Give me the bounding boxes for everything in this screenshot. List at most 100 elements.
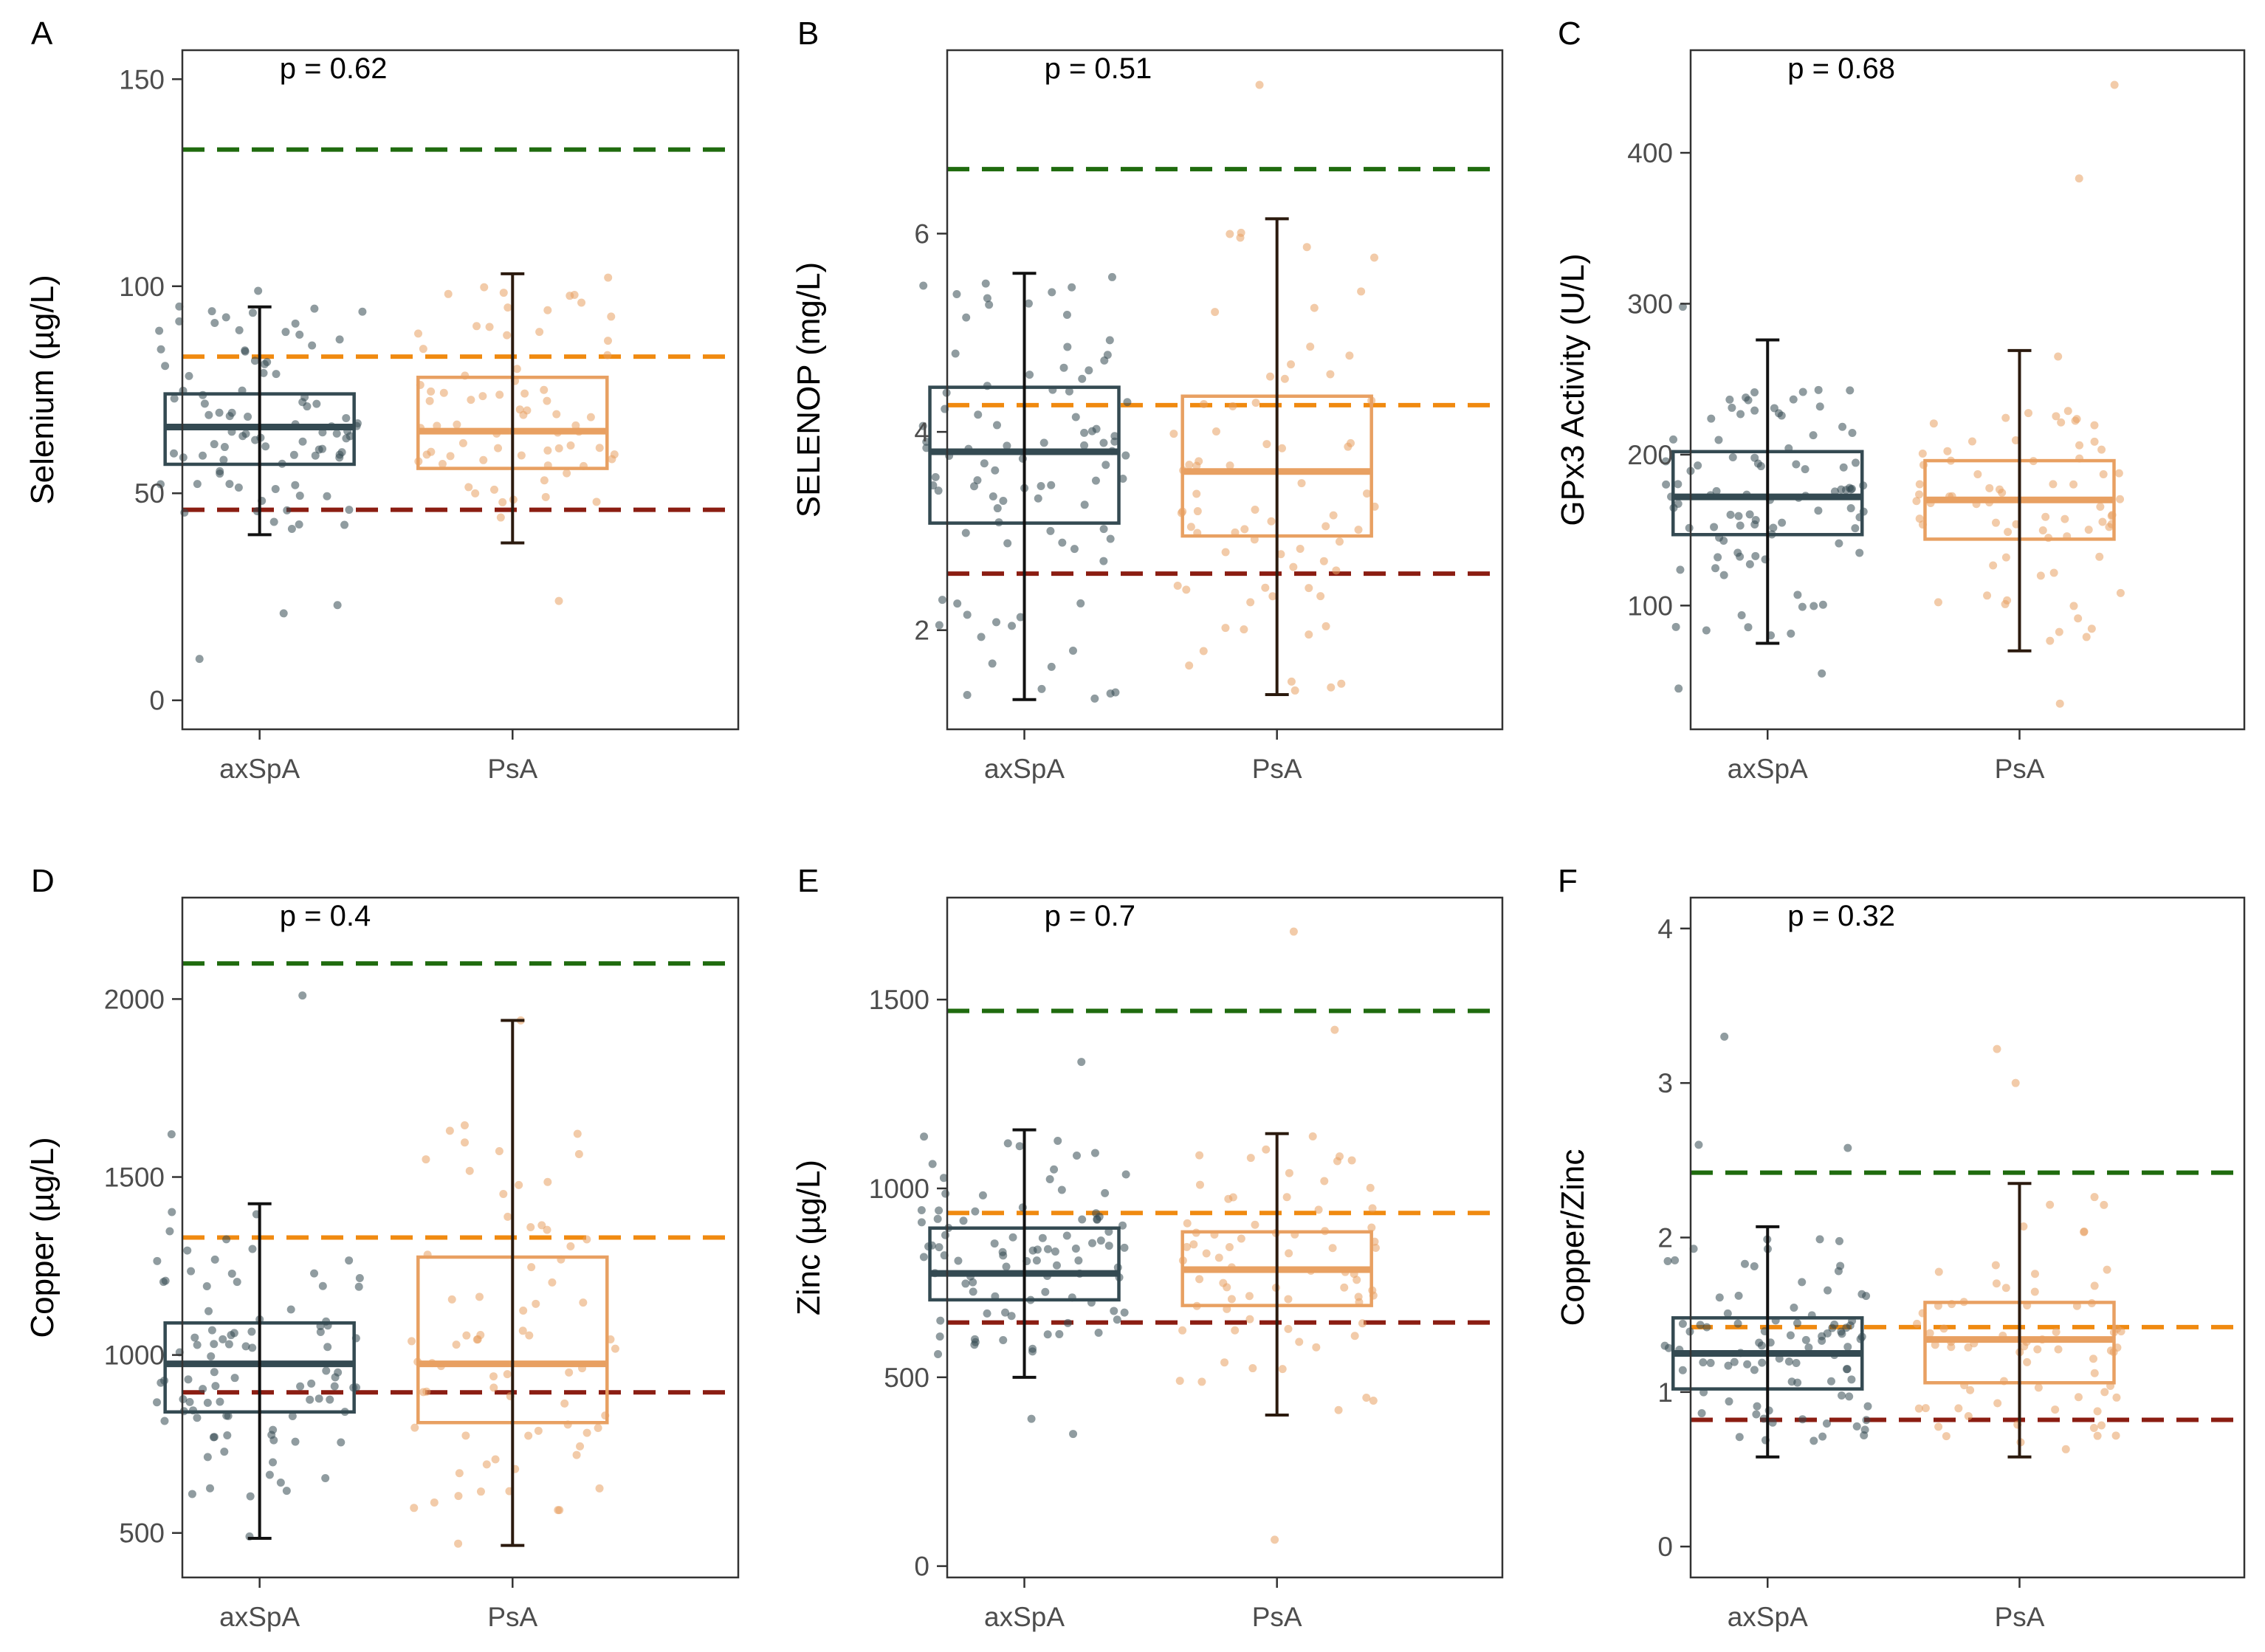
y-tick-label: 3 — [1657, 1068, 1673, 1098]
y-axis-label: Copper/Zinc — [1555, 1149, 1591, 1326]
data-point — [566, 1242, 575, 1250]
data-point — [980, 459, 989, 468]
data-point — [165, 1227, 174, 1236]
data-point — [2038, 526, 2047, 535]
data-point — [582, 1428, 591, 1437]
data-point — [1752, 1410, 1761, 1419]
data-point — [1289, 562, 1298, 571]
data-point — [414, 329, 423, 338]
data-point — [983, 294, 991, 303]
data-point — [543, 446, 552, 455]
data-point — [307, 1379, 316, 1388]
data-point — [1671, 622, 1680, 631]
data-point — [298, 991, 307, 1000]
data-point — [515, 1180, 523, 1189]
data-point — [1094, 1329, 1103, 1338]
data-point — [195, 655, 204, 664]
data-point — [2100, 1200, 2108, 1209]
data-point — [1943, 447, 1952, 455]
data-point — [210, 1255, 219, 1264]
data-point — [318, 1281, 327, 1290]
data-point — [1714, 553, 1722, 562]
data-point — [527, 1263, 536, 1272]
data-point — [1843, 1143, 1852, 1152]
data-point — [579, 1298, 588, 1307]
data-point — [210, 1340, 219, 1349]
data-point — [199, 1385, 207, 1394]
data-point — [1285, 1249, 1293, 1258]
data-point — [1321, 622, 1330, 630]
plot-frame — [181, 49, 740, 731]
data-point — [179, 453, 188, 462]
data-point — [188, 1490, 196, 1498]
data-point — [1091, 476, 1100, 485]
data-point — [211, 1382, 220, 1391]
data-point — [337, 1438, 346, 1447]
data-point — [1228, 1193, 1237, 1202]
data-point — [970, 1340, 979, 1349]
data-point — [1787, 629, 1795, 638]
data-point — [346, 432, 354, 441]
data-point — [978, 1191, 987, 1200]
data-point — [2093, 1407, 2102, 1416]
data-point — [961, 529, 970, 537]
data-point — [1059, 363, 1068, 372]
y-tick-label: 0 — [149, 686, 165, 716]
data-point — [202, 1281, 211, 1290]
data-point — [1015, 1142, 1024, 1151]
data-point — [1280, 374, 1289, 383]
data-point — [269, 1425, 278, 1434]
data-point — [276, 1478, 285, 1487]
data-point — [1768, 1418, 1777, 1427]
data-point — [1750, 388, 1759, 396]
x-tick-label: axSpA — [219, 1602, 300, 1632]
data-point — [1838, 1391, 1846, 1400]
data-point — [2075, 441, 2084, 450]
data-point — [1369, 1396, 1378, 1405]
data-point — [271, 484, 280, 493]
data-point — [234, 483, 243, 492]
data-point — [1696, 1321, 1705, 1329]
data-point — [241, 347, 250, 356]
data-point — [1002, 1262, 1011, 1271]
data-point — [489, 1383, 498, 1392]
data-point — [1255, 80, 1264, 89]
data-point — [1319, 557, 1328, 565]
data-point — [1804, 1343, 1813, 1352]
data-point — [973, 476, 982, 485]
data-point — [1246, 598, 1255, 607]
data-point — [543, 306, 552, 314]
data-point — [2096, 503, 2105, 512]
data-point — [963, 691, 972, 700]
data-point — [1223, 1283, 1231, 1292]
data-point — [2001, 553, 2010, 562]
data-point — [210, 1368, 219, 1377]
data-point — [515, 405, 524, 414]
data-point — [1798, 388, 1807, 396]
data-point — [1745, 560, 1754, 568]
data-point — [1062, 311, 1071, 320]
data-point — [1843, 1343, 1852, 1352]
data-point — [460, 1121, 469, 1129]
data-point — [993, 504, 1002, 513]
data-point — [2103, 1265, 2111, 1274]
data-point — [2041, 512, 2050, 521]
x-tick-label: PsA — [1252, 1602, 1302, 1632]
plot-frame — [1689, 49, 2246, 731]
data-point — [917, 1218, 926, 1227]
data-point — [1328, 1244, 1337, 1253]
data-point — [1192, 489, 1201, 498]
data-point — [1724, 1361, 1733, 1370]
data-point — [1054, 1136, 1062, 1145]
data-point — [1934, 598, 1942, 607]
data-point — [1964, 1343, 1973, 1352]
data-point — [2063, 407, 2072, 416]
data-point — [1925, 1329, 1934, 1338]
x-tick-label: axSpA — [1728, 754, 1808, 784]
data-point — [1088, 1239, 1097, 1247]
data-point — [1750, 406, 1759, 415]
data-point — [295, 492, 304, 500]
data-point — [1099, 525, 1108, 534]
data-point — [156, 480, 165, 489]
